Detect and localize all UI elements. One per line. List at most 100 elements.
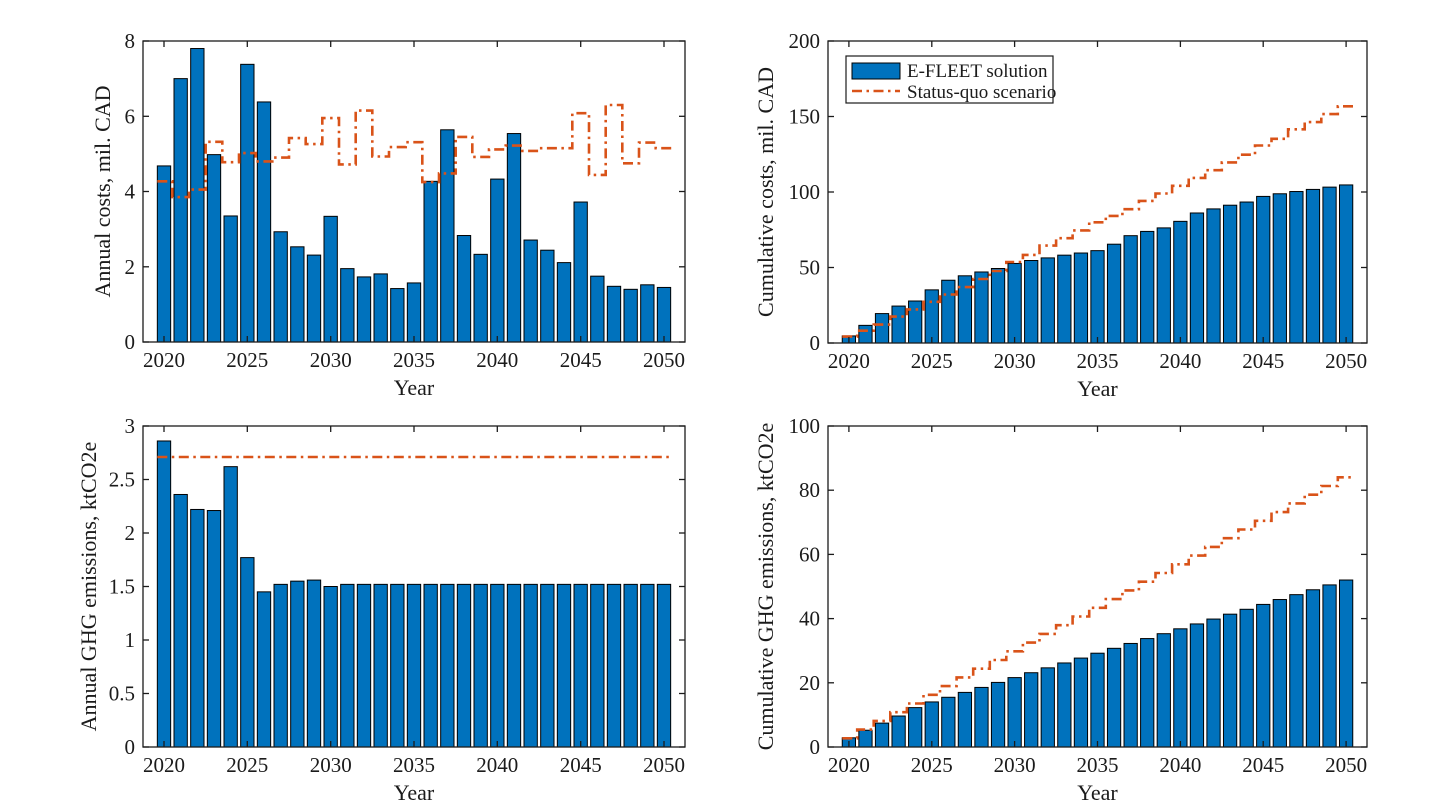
bar-2030 xyxy=(323,215,338,343)
bar-2034 xyxy=(390,288,405,343)
x-axis-label: Year xyxy=(1077,376,1118,401)
bar-2029 xyxy=(306,579,322,748)
tick-marks xyxy=(143,425,685,748)
bar-2044 xyxy=(1239,608,1254,748)
bar-2044 xyxy=(556,262,572,343)
bar-2031 xyxy=(1024,672,1039,748)
bar-2050 xyxy=(656,286,672,343)
bar-2035 xyxy=(1090,250,1105,344)
bar-2041 xyxy=(1189,623,1205,748)
x-tick-label: 2040 xyxy=(1159,349,1201,373)
bar-2044 xyxy=(556,583,572,748)
bar-2037 xyxy=(440,129,455,343)
status-quo-line xyxy=(157,103,673,199)
tick-marks xyxy=(828,425,1367,748)
bar-2034 xyxy=(1073,657,1089,748)
y-axis-label: Cumulative costs, mil. CAD xyxy=(753,67,778,317)
bar-series xyxy=(156,440,672,748)
bar-2021 xyxy=(173,493,188,748)
bar-2048 xyxy=(623,583,638,748)
bar-2046 xyxy=(1272,193,1287,344)
bar-2022 xyxy=(874,722,890,748)
x-tick-label: 2030 xyxy=(310,753,352,777)
bar-2042 xyxy=(523,583,538,748)
bar-2040 xyxy=(1173,628,1188,748)
y-tick-label: 0 xyxy=(810,331,821,355)
x-tick-label: 2045 xyxy=(1242,753,1284,777)
status-quo-line xyxy=(842,105,1355,338)
bar-2030 xyxy=(1007,677,1022,748)
bar-2039 xyxy=(473,583,488,748)
x-axis-label: Year xyxy=(394,780,435,805)
bar-2029 xyxy=(990,268,1006,344)
bar-2048 xyxy=(623,288,638,343)
bar-2026 xyxy=(941,696,956,748)
status-quo-line xyxy=(842,476,1355,740)
bar-2049 xyxy=(640,284,655,343)
bar-series xyxy=(841,579,1354,748)
bar-2034 xyxy=(390,583,405,748)
x-tick-label: 2020 xyxy=(828,753,870,777)
quad-cumulative-ghg: 2020 2025 2030 2035 2040 2045 2050 0 20 40 60 80 100… xyxy=(720,405,1440,810)
quad-annual-costs: 2020 2025 2030 2035 2040 2045 2050 0 2 4 6 8 Year Ann… xyxy=(0,0,720,405)
y-tick-label: 50 xyxy=(799,256,820,280)
bar-2036 xyxy=(423,583,438,748)
bar-2035 xyxy=(406,282,422,343)
bar-2047 xyxy=(606,285,622,343)
bar-2035 xyxy=(1090,652,1105,748)
bar-2040 xyxy=(490,583,505,748)
bar-2023 xyxy=(206,510,222,748)
bar-2048 xyxy=(1305,589,1321,748)
x-tick-label: 2025 xyxy=(911,753,953,777)
x-tick-label: 2045 xyxy=(560,753,602,777)
x-tick-label: 2035 xyxy=(393,348,435,372)
y-tick-label: 20 xyxy=(799,671,820,695)
bar-2032 xyxy=(1040,667,1055,748)
y-axis-label: Annual GHG emissions, ktCO2e xyxy=(76,442,101,732)
bar-2032 xyxy=(1040,257,1055,344)
bar-2028 xyxy=(974,271,989,344)
bar-2033 xyxy=(1057,254,1072,344)
bar-2028 xyxy=(290,580,305,748)
bar-2035 xyxy=(406,583,422,748)
bar-2038 xyxy=(456,235,472,343)
bar-2032 xyxy=(356,276,372,343)
x-tick-label: 2050 xyxy=(643,753,685,777)
bar-2038 xyxy=(1140,230,1155,344)
bar-2045 xyxy=(573,201,588,343)
y-tick-label: 1 xyxy=(125,628,136,652)
bar-2034 xyxy=(1073,252,1089,344)
bar-2028 xyxy=(290,246,305,343)
x-tick-label: 2030 xyxy=(994,753,1036,777)
bar-2022 xyxy=(874,313,890,344)
tick-marks xyxy=(828,40,1367,344)
y-tick-label: 4 xyxy=(125,180,136,204)
x-tick-label: 2035 xyxy=(1077,349,1119,373)
x-tick-label: 2045 xyxy=(560,348,602,372)
x-tick-label: 2040 xyxy=(1159,753,1201,777)
bar-2041 xyxy=(506,133,522,343)
bar-2048 xyxy=(1305,188,1321,344)
y-axis-label: Cumulative GHG emissions, ktCO2e xyxy=(753,423,778,751)
bar-2033 xyxy=(373,273,388,343)
bar-2041 xyxy=(506,583,522,748)
y-tick-label: 0 xyxy=(125,330,136,354)
bar-2031 xyxy=(1024,260,1039,344)
bar-2027 xyxy=(957,691,973,748)
x-tick-label: 2035 xyxy=(1077,753,1119,777)
bar-2021 xyxy=(858,729,873,748)
x-tick-label: 2050 xyxy=(1325,349,1367,373)
bar-2028 xyxy=(974,686,989,748)
tick-marks xyxy=(143,40,685,343)
bar-2044 xyxy=(1239,201,1254,344)
bar-2047 xyxy=(1289,594,1304,748)
y-tick-label: 100 xyxy=(789,414,821,438)
x-tick-label: 2020 xyxy=(828,349,870,373)
y-tick-label: 60 xyxy=(799,542,820,566)
bar-2024 xyxy=(223,215,238,343)
bar-2046 xyxy=(590,583,605,748)
bar-2042 xyxy=(1206,618,1221,748)
x-tick-label: 2020 xyxy=(143,348,185,372)
y-tick-label: 2.5 xyxy=(109,468,135,492)
